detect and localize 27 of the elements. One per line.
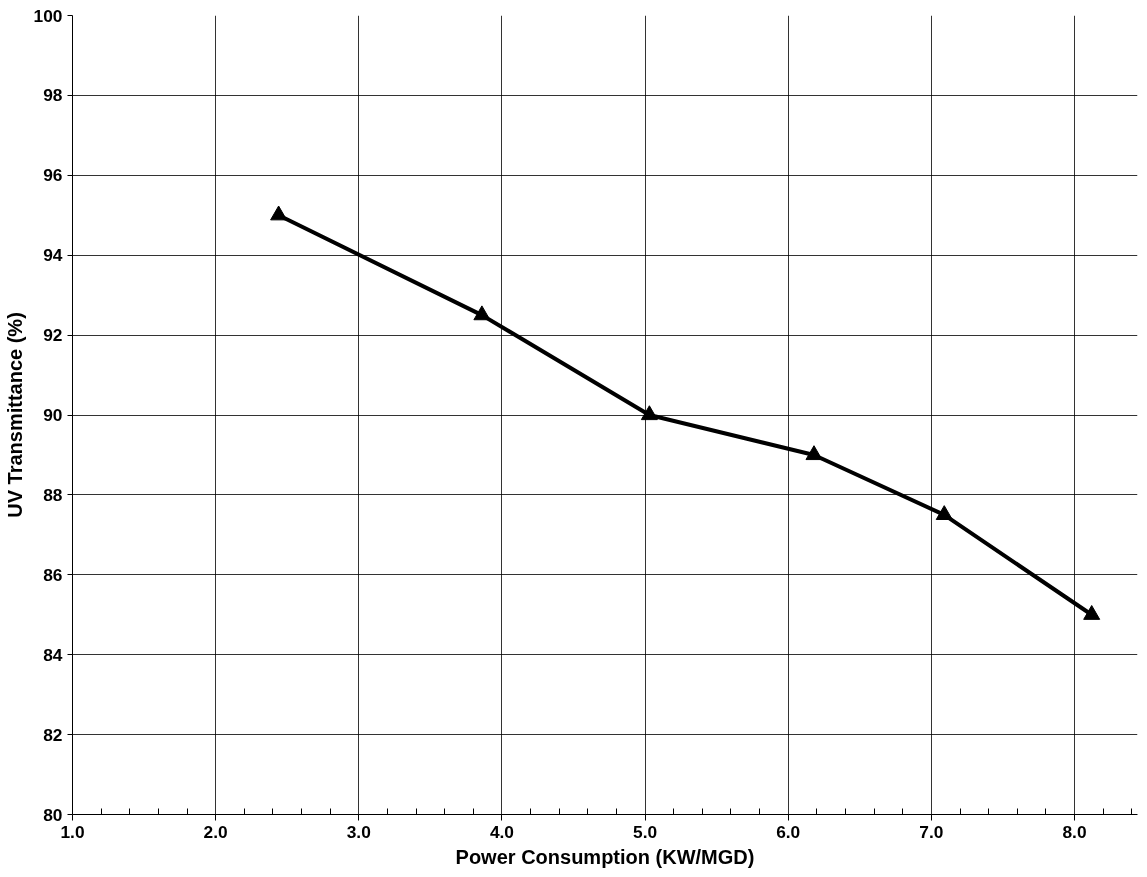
y-tick-label: 100 bbox=[33, 5, 63, 26]
x-axis-title: Power Consumption (KW/MGD) bbox=[455, 845, 755, 868]
y-tick-label: 94 bbox=[43, 245, 63, 266]
point bbox=[1083, 605, 1101, 620]
point bbox=[935, 505, 953, 520]
y-tick-label: 96 bbox=[43, 165, 63, 186]
y-tick-label: 84 bbox=[43, 644, 63, 665]
y-tick-label: 90 bbox=[43, 405, 63, 425]
x-tick-label: 8.0 bbox=[1062, 821, 1087, 842]
y-tick-label: 80 bbox=[43, 804, 63, 825]
y-tick-label: 82 bbox=[43, 724, 63, 745]
point bbox=[473, 305, 491, 321]
point bbox=[805, 445, 823, 461]
y-tick-label: 88 bbox=[43, 484, 63, 505]
x-tick-label: 3.0 bbox=[346, 821, 371, 842]
point bbox=[270, 205, 288, 221]
x-tick-label: 6.0 bbox=[776, 821, 801, 842]
y-tick-label: 98 bbox=[43, 85, 63, 106]
y-tick-label: 92 bbox=[43, 325, 63, 346]
x-tick-label: 1.0 bbox=[60, 821, 85, 842]
x-tick-label: 7.0 bbox=[919, 821, 944, 842]
point bbox=[640, 405, 658, 421]
y-axis-title: UV Transmittance (%) bbox=[3, 312, 26, 518]
x-tick-label: 2.0 bbox=[203, 821, 228, 842]
y-tick-label: 86 bbox=[43, 564, 63, 585]
x-tick-label: 5.0 bbox=[633, 821, 658, 842]
x-tick-label: 4.0 bbox=[489, 821, 514, 842]
